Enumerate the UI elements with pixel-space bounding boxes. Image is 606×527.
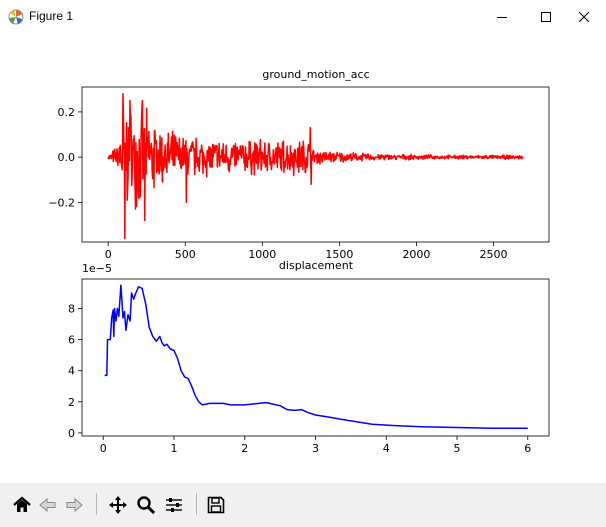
- y-tick-label: 2: [68, 396, 75, 409]
- chart-title: displacement: [279, 259, 354, 272]
- x-tick-label: 0: [100, 442, 107, 455]
- home-button[interactable]: [10, 491, 34, 519]
- minimize-icon: [497, 17, 507, 18]
- maximize-icon: [541, 12, 551, 22]
- back-arrow-icon: [39, 497, 56, 513]
- x-tick-label: 500: [175, 248, 196, 261]
- y-tick-label: −0.2: [48, 196, 75, 209]
- forward-arrow-icon: [66, 497, 83, 513]
- y-tick-label: 0: [68, 427, 75, 440]
- x-tick-label: 2000: [402, 248, 430, 261]
- title-bar: Figure 1: [0, 0, 606, 34]
- matplotlib-icon: [8, 9, 24, 25]
- close-icon: [579, 12, 589, 22]
- navigation-toolbar: [0, 483, 606, 527]
- configure-subplots-icon: [166, 498, 182, 512]
- plot-frame: [81, 278, 550, 437]
- configure-subplots-button[interactable]: [162, 491, 186, 519]
- acceleration-series-line: [107, 93, 524, 240]
- y-tick-label: 0.2: [58, 106, 76, 119]
- y-tick-label: 4: [68, 365, 75, 378]
- figure-canvas[interactable]: ground_motion_acc 0 500 1000 1500 2000 2500−0…: [0, 34, 606, 481]
- window-title: Figure 1: [29, 9, 74, 23]
- minimize-button[interactable]: [480, 0, 524, 34]
- axes-ground-motion-acc: ground_motion_acc 0 500 1000 1500 2000 2500 −0…: [48, 68, 550, 261]
- toolbar-separator: [96, 493, 97, 515]
- x-tick-label: 6: [524, 442, 531, 455]
- x-tick-label: 5: [454, 442, 461, 455]
- x-tick-label: 1: [170, 442, 177, 455]
- y-offset-text: 1e−5: [82, 262, 112, 275]
- x-tick-label: 4: [383, 442, 390, 455]
- close-button[interactable]: [562, 0, 606, 34]
- maximize-button[interactable]: [524, 0, 568, 34]
- chart-title: ground_motion_acc: [262, 68, 369, 81]
- pan-button[interactable]: [106, 491, 130, 519]
- pan-icon: [109, 496, 127, 514]
- zoom-icon: [137, 496, 156, 515]
- home-icon: [13, 496, 31, 512]
- x-tick-label: 1000: [248, 248, 276, 261]
- displacement-series-line: [104, 284, 528, 429]
- y-tick-label: 0.0: [58, 151, 76, 164]
- toolbar-separator: [196, 493, 197, 515]
- x-tick-label: 3: [312, 442, 319, 455]
- x-tick-label: 2500: [480, 248, 508, 261]
- zoom-button[interactable]: [134, 491, 158, 519]
- save-button[interactable]: [204, 491, 228, 519]
- save-icon: [207, 496, 225, 514]
- y-tick-label: 8: [68, 303, 75, 316]
- axes-displacement: displacement 1e−5 0 1 2 3 4 5 6 0 2 4 6 8: [68, 259, 550, 455]
- back-button[interactable]: [36, 491, 60, 519]
- x-tick-label: 1500: [325, 248, 353, 261]
- x-tick-label: 0: [105, 248, 112, 261]
- forward-button[interactable]: [62, 491, 86, 519]
- x-tick-label: 2: [241, 442, 248, 455]
- y-tick-label: 6: [68, 334, 75, 347]
